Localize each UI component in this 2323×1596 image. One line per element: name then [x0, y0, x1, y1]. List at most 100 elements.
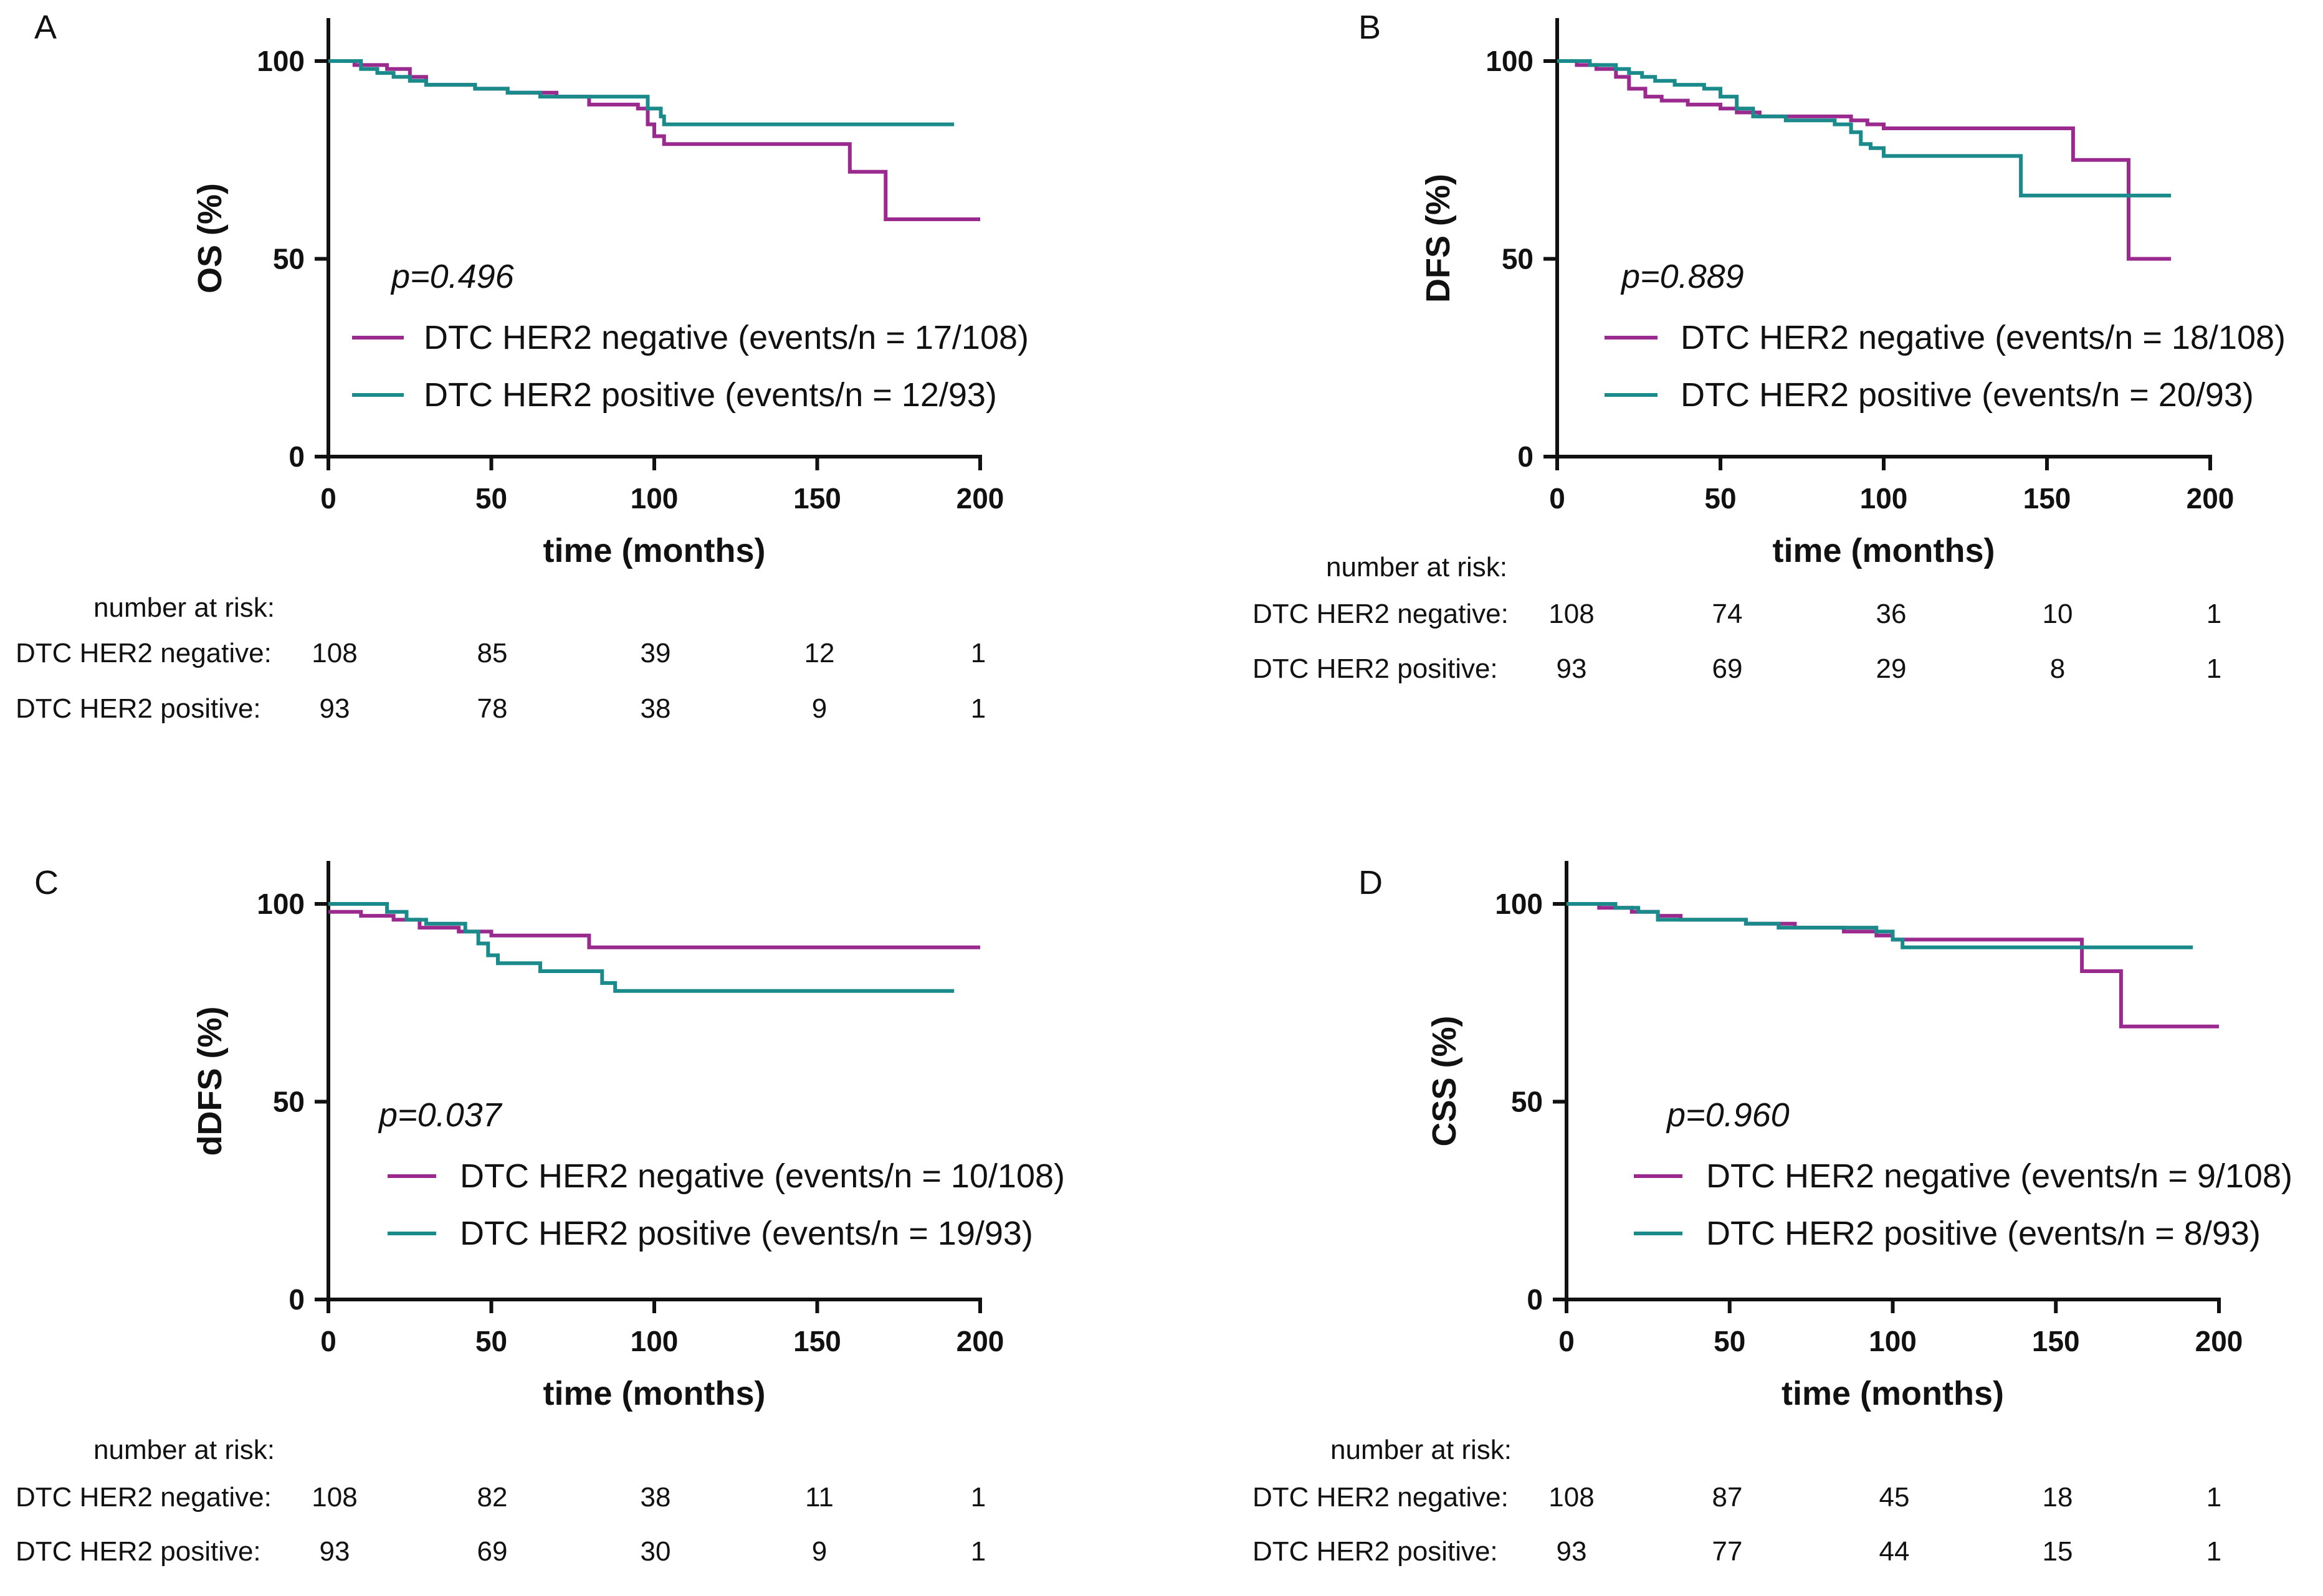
risk-count: 69: [477, 1536, 508, 1567]
chart-panel-a: A 0 50 100 150 200 0 50 100 OS (%) time (months) DT…: [16, 9, 1029, 724]
risk-table-title: number at risk:: [93, 592, 275, 623]
x-tick-label: 200: [956, 1325, 1004, 1357]
risk-count: 69: [1712, 653, 1743, 684]
risk-count: 30: [641, 1536, 671, 1567]
y-axis-title: OS (%): [191, 183, 229, 293]
risk-count: 29: [1876, 653, 1907, 684]
y-tick-label: 0: [1527, 1283, 1543, 1316]
legend-label-negative: DTC HER2 negative (events/n = 18/108): [1681, 319, 2286, 356]
y-tick-label: 0: [1517, 440, 1534, 473]
risk-count: 36: [1876, 599, 1907, 629]
y-tick-label: 0: [289, 440, 305, 473]
risk-count: 78: [477, 693, 508, 724]
survival-curve-negative: [328, 910, 980, 949]
p-value-annotation: p=0.889: [1620, 258, 1744, 295]
risk-count: 12: [804, 638, 835, 668]
panel-letter: C: [34, 864, 59, 901]
risk-count: 18: [2043, 1482, 2073, 1513]
risk-count: 1: [971, 638, 986, 668]
x-tick-label: 100: [1869, 1325, 1917, 1357]
risk-count: 93: [1557, 1536, 1587, 1567]
risk-row-label: DTC HER2 negative:: [1252, 1482, 1509, 1513]
x-tick-label: 200: [2187, 482, 2235, 515]
x-tick-label: 0: [1558, 1325, 1575, 1357]
risk-table-title: number at risk:: [1330, 1435, 1512, 1465]
risk-count: 93: [1557, 653, 1587, 684]
x-tick-label: 0: [320, 1325, 336, 1357]
risk-count: 85: [477, 638, 508, 668]
y-tick-label: 100: [257, 888, 305, 920]
risk-count: 93: [320, 693, 350, 724]
survival-curve-positive: [328, 59, 955, 126]
y-tick-label: 50: [1502, 243, 1534, 275]
risk-count: 108: [1548, 1482, 1594, 1513]
x-tick-label: 100: [631, 482, 679, 515]
x-tick-label: 50: [475, 482, 507, 515]
x-tick-label: 200: [2195, 1325, 2243, 1357]
x-tick-label: 150: [2032, 1325, 2080, 1357]
risk-count: 1: [2206, 653, 2221, 684]
legend-label-positive: DTC HER2 positive (events/n = 8/93): [1706, 1215, 2261, 1252]
x-tick-label: 200: [956, 482, 1004, 515]
risk-count: 44: [1879, 1536, 1910, 1567]
p-value-annotation: p=0.496: [390, 258, 515, 295]
x-tick-label: 150: [793, 1325, 841, 1357]
risk-count: 11: [805, 1482, 834, 1513]
x-tick-label: 50: [1704, 482, 1736, 515]
risk-count: 8: [2050, 653, 2065, 684]
risk-row-label: DTC HER2 positive:: [16, 1536, 261, 1567]
survival-curve-positive: [1557, 59, 2172, 197]
y-tick-label: 50: [1511, 1086, 1543, 1118]
p-value-annotation: p=0.960: [1666, 1096, 1790, 1134]
risk-row-label: DTC HER2 negative:: [16, 1482, 272, 1513]
x-tick-label: 50: [1714, 1325, 1745, 1357]
risk-count: 74: [1712, 599, 1743, 629]
survival-curve-positive: [328, 902, 955, 993]
survival-curve-negative: [1567, 902, 2219, 1028]
risk-count: 77: [1712, 1536, 1743, 1567]
p-value-annotation: p=0.037: [378, 1096, 503, 1134]
y-tick-label: 100: [1486, 45, 1534, 77]
x-tick-label: 0: [320, 482, 336, 515]
panel-letter: B: [1358, 9, 1381, 46]
panel-letter: A: [34, 9, 57, 46]
risk-row-label: DTC HER2 negative:: [16, 638, 272, 668]
y-tick-label: 50: [273, 243, 305, 275]
x-tick-label: 150: [793, 482, 841, 515]
y-tick-label: 100: [257, 45, 305, 77]
risk-count: 9: [812, 693, 827, 724]
risk-count: 1: [971, 1536, 986, 1567]
risk-count: 10: [2043, 599, 2073, 629]
risk-count: 1: [2206, 1482, 2221, 1513]
y-tick-label: 0: [289, 1283, 305, 1316]
x-axis-title: time (months): [543, 532, 766, 569]
chart-panel-d: D 0 50 100 150 200 0 50 100 CSS (%) time (months) D…: [1252, 861, 2292, 1567]
risk-count: 1: [2206, 1536, 2221, 1567]
y-axis-title: DFS (%): [1419, 174, 1457, 303]
risk-count: 1: [2206, 599, 2221, 629]
x-axis-title: time (months): [543, 1375, 766, 1412]
chart-panel-c: C 0 50 100 150 200 0 50 100 dDFS (%) time (months)…: [16, 861, 1065, 1567]
y-tick-label: 100: [1495, 888, 1543, 920]
risk-table-title: number at risk:: [1326, 552, 1507, 582]
risk-count: 1: [971, 1482, 986, 1513]
legend-label-positive: DTC HER2 positive (events/n = 12/93): [424, 376, 997, 414]
x-tick-label: 0: [1549, 482, 1565, 515]
x-axis-title: time (months): [1773, 532, 1995, 569]
risk-count: 87: [1712, 1482, 1743, 1513]
legend-label-negative: DTC HER2 negative (events/n = 10/108): [460, 1157, 1065, 1195]
legend-label-negative: DTC HER2 negative (events/n = 9/108): [1706, 1157, 2292, 1195]
risk-count: 38: [641, 1482, 671, 1513]
y-tick-label: 50: [273, 1086, 305, 1118]
x-tick-label: 50: [475, 1325, 507, 1357]
survival-curve-positive: [1567, 902, 2193, 949]
x-tick-label: 150: [2023, 482, 2071, 515]
panel-letter: D: [1358, 864, 1383, 901]
x-axis-title: time (months): [1782, 1375, 2004, 1412]
risk-count: 108: [312, 1482, 357, 1513]
risk-count: 82: [477, 1482, 508, 1513]
risk-count: 108: [1548, 599, 1594, 629]
risk-row-label: DTC HER2 negative:: [1252, 599, 1509, 629]
risk-count: 9: [812, 1536, 827, 1567]
